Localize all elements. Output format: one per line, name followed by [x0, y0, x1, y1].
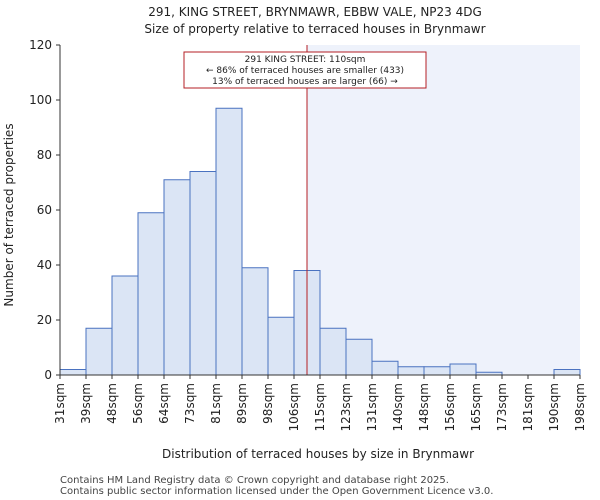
x-tick-label-64sqm: 64sqm — [157, 383, 171, 424]
x-tick-label-81sqm: 81sqm — [209, 383, 223, 424]
bar-140sqm — [397, 366, 425, 376]
x-tick-label-181sqm: 181sqm — [521, 383, 535, 431]
y-tick-label-120: 120 — [29, 38, 52, 52]
bar-73sqm — [189, 171, 217, 376]
x-tick-label-173sqm: 173sqm — [495, 383, 509, 431]
x-tick-label-106sqm: 106sqm — [287, 383, 301, 431]
bar-123sqm — [345, 338, 373, 376]
y-tick-label-20: 20 — [37, 313, 52, 327]
bar-89sqm — [241, 267, 269, 376]
x-tick-label-98sqm: 98sqm — [261, 383, 275, 424]
bar-31sqm — [59, 369, 87, 376]
bar-56sqm — [137, 212, 165, 376]
bar-156sqm — [449, 363, 477, 376]
x-ticks-group: 31sqm 39sqm 48sqm 56sqm 64sqm 73sqm 81sqm 89sqm… — [53, 375, 587, 431]
annotation-box — [183, 51, 427, 89]
annotation-line-3: 13% of terraced houses are larger (66) → — [212, 77, 398, 87]
bar-131sqm — [371, 360, 399, 376]
x-tick-label-148sqm: 148sqm — [417, 383, 431, 431]
y-axis-label: Number of terraced properties — [2, 123, 16, 306]
annotation-line-2: ← 86% of terraced houses are smaller (43… — [206, 66, 404, 76]
y-tick-label-0: 0 — [44, 368, 52, 382]
x-tick-label-140sqm: 140sqm — [391, 383, 405, 431]
x-tick-label-156sqm: 156sqm — [443, 383, 457, 431]
x-tick-label-56sqm: 56sqm — [131, 383, 145, 424]
annotation-line-1: 291 KING STREET: 110sqm — [245, 55, 366, 65]
x-tick-label-31sqm: 31sqm — [53, 383, 67, 424]
x-axis-label: Distribution of terraced houses by size … — [162, 447, 474, 461]
y-tick-label-40: 40 — [37, 258, 52, 272]
y-ticks-group: 0 20 40 60 80 100 120 — [29, 38, 60, 382]
bar-98sqm — [267, 316, 295, 376]
x-tick-label-198sqm: 198sqm — [573, 383, 587, 431]
chart-subtitle: Size of property relative to terraced ho… — [144, 22, 485, 36]
y-tick-label-60: 60 — [37, 203, 52, 217]
bar-115sqm — [319, 327, 347, 376]
x-tick-label-131sqm: 131sqm — [365, 383, 379, 431]
y-tick-label-100: 100 — [29, 93, 52, 107]
x-tick-label-39sqm: 39sqm — [79, 383, 93, 424]
x-tick-label-115sqm: 115sqm — [313, 383, 327, 431]
chart-title: 291, KING STREET, BRYNMAWR, EBBW VALE, N… — [148, 5, 482, 19]
footer-line-2: Contains public sector information licen… — [60, 486, 493, 497]
x-tick-label-89sqm: 89sqm — [235, 383, 249, 424]
bar-39sqm — [85, 327, 113, 376]
footer-line-1: Contains HM Land Registry data © Crown c… — [60, 475, 449, 486]
highlight-region — [307, 45, 580, 375]
y-tick-label-80: 80 — [37, 148, 52, 162]
bar-48sqm — [111, 275, 139, 376]
bar-148sqm — [423, 366, 451, 376]
x-tick-label-165sqm: 165sqm — [469, 383, 483, 431]
bar-190sqm — [553, 369, 581, 376]
x-tick-label-190sqm: 190sqm — [547, 383, 561, 431]
x-tick-label-123sqm: 123sqm — [339, 383, 353, 431]
x-tick-label-73sqm: 73sqm — [183, 383, 197, 424]
x-tick-label-48sqm: 48sqm — [105, 383, 119, 424]
bar-81sqm — [215, 107, 243, 376]
bar-64sqm — [163, 179, 191, 376]
